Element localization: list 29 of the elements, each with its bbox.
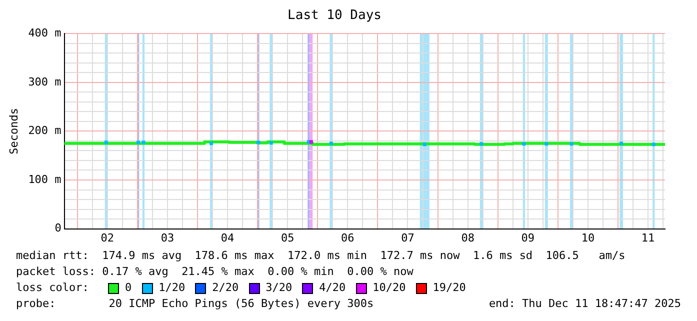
x-tick-label: 06 [341, 231, 354, 244]
x-tick-label: 07 [401, 231, 414, 244]
legend-label: 19/20 [432, 280, 466, 296]
text: packet loss: 0.17 % avg 21.45 % max 0.00 % min 0.00 % now [16, 264, 414, 280]
x-tick-label: 03 [160, 231, 174, 244]
y-tick-label: 0 [54, 222, 62, 235]
legend-title: loss color: [16, 280, 90, 296]
x-tick-label: 02 [100, 231, 114, 244]
x-tick-label: 09 [521, 231, 535, 244]
text: end: Thu Dec 11 18:47:47 2025 [488, 296, 681, 312]
y-tick-label: 300 m [28, 75, 62, 88]
legend-label: 2/20 [212, 280, 239, 296]
y-tick-label: 200 m [28, 124, 62, 138]
x-tick-label: 05 [280, 231, 294, 244]
legend-label: 3/20 [266, 280, 292, 296]
legend-label: 4/20 [319, 280, 346, 296]
x-tick-label: 11 [641, 231, 655, 244]
y-tick-label: 100 m [28, 172, 62, 186]
text: median rtt: 174.9 ms avg 178.6 ms max 172.0 ms min 172.7 ms now 1.6 ms sd 106.5 am/s [16, 248, 626, 264]
x-tick-label: 04 [220, 231, 235, 244]
chart-title: Last 10 Days [288, 8, 382, 24]
legend-label: 0 [125, 280, 132, 296]
x-tick-label: 08 [461, 231, 474, 244]
legend-label: 1/20 [158, 280, 186, 296]
text: probe: 20 ICMP Echo Pings (56 Bytes) every 300s [16, 296, 374, 312]
legend-label: 10/20 [372, 280, 406, 296]
y-axis-title: Seconds [7, 108, 20, 154]
x-tick-label: 10 [581, 231, 595, 244]
y-tick-label: 400 m [28, 26, 62, 40]
